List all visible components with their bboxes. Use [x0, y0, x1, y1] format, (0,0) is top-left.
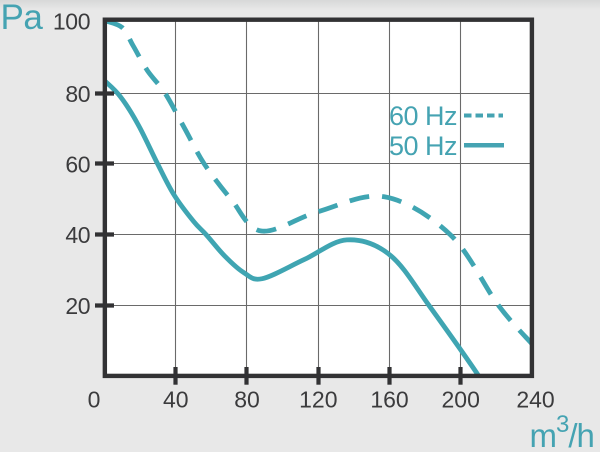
svg-text:80: 80 — [234, 387, 260, 413]
svg-text:50 Hz: 50 Hz — [389, 131, 457, 161]
svg-text:60 Hz: 60 Hz — [389, 101, 457, 131]
svg-text:240: 240 — [516, 387, 554, 413]
svg-text:80: 80 — [65, 81, 90, 107]
svg-text:100: 100 — [53, 9, 90, 35]
svg-text:160: 160 — [370, 387, 408, 413]
svg-text:Pa: Pa — [1, 0, 44, 37]
svg-text:200: 200 — [442, 387, 480, 413]
svg-text:120: 120 — [299, 387, 337, 413]
svg-text:20: 20 — [65, 293, 90, 319]
svg-text:40: 40 — [65, 222, 90, 248]
svg-text:40: 40 — [163, 387, 189, 413]
svg-text:60: 60 — [65, 152, 90, 178]
svg-text:0: 0 — [88, 387, 101, 413]
